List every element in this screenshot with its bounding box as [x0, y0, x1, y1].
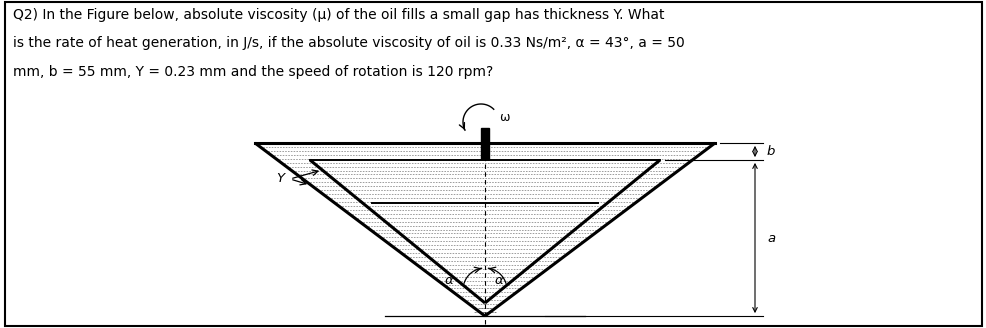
- Text: b: b: [766, 145, 775, 158]
- Text: α: α: [495, 275, 503, 288]
- Text: a: a: [766, 232, 774, 244]
- Text: α: α: [444, 275, 453, 288]
- Text: mm, b = 55 mm, Y = 0.23 mm and the speed of rotation is 120 rpm?: mm, b = 55 mm, Y = 0.23 mm and the speed…: [13, 65, 493, 79]
- Text: ω: ω: [499, 111, 509, 124]
- Text: Y: Y: [276, 173, 284, 186]
- Text: Q2) In the Figure below, absolute viscosity (μ) of the oil fills a small gap has: Q2) In the Figure below, absolute viscos…: [13, 8, 664, 22]
- Text: is the rate of heat generation, in J/s, if the absolute viscosity of oil is 0.33: is the rate of heat generation, in J/s, …: [13, 36, 684, 51]
- Bar: [481, 128, 488, 159]
